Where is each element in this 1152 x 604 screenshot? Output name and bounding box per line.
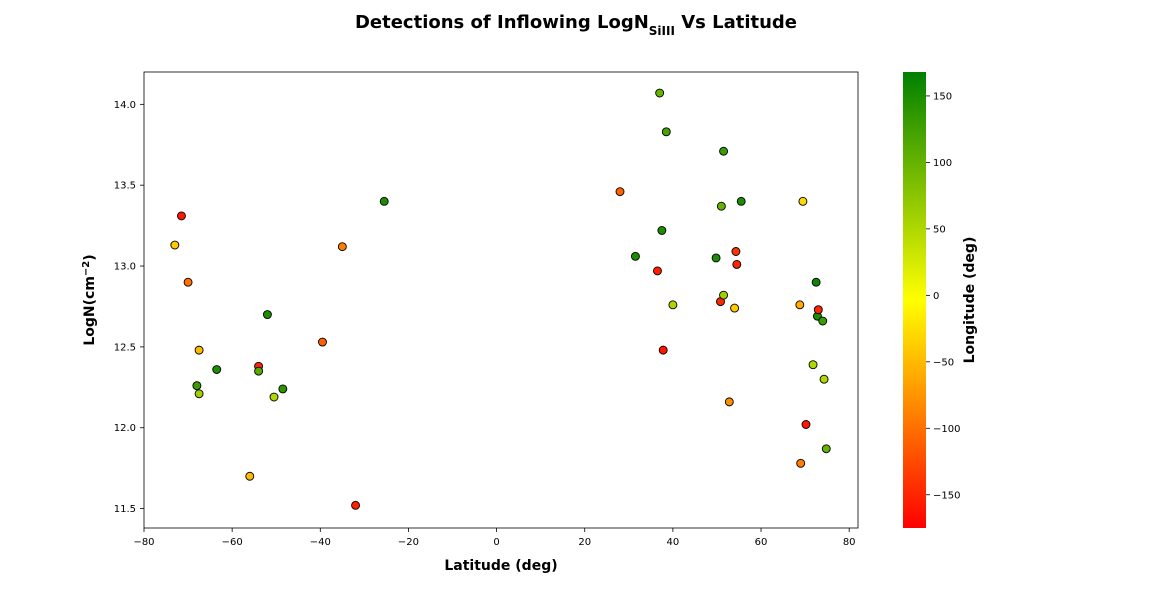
x-tick-label: −80	[133, 537, 154, 548]
data-point	[379, 196, 389, 206]
x-tick-label: 80	[843, 537, 856, 548]
data-point	[337, 242, 347, 252]
colorbar-title: Longitude (deg)	[962, 237, 978, 364]
data-point	[278, 384, 288, 394]
data-point	[819, 374, 829, 384]
colorbar-tick-label: −100	[933, 424, 960, 435]
colorbar-gradient	[903, 72, 926, 528]
data-points	[170, 88, 831, 510]
colorbar-tick-label: 50	[933, 224, 946, 235]
y-tick-label: 13.5	[114, 181, 136, 192]
data-point	[194, 389, 204, 399]
colorbar-ticks: −150 −100 −50 0 50 100 150	[926, 91, 960, 501]
x-tick-label: −40	[310, 537, 331, 548]
data-point	[658, 345, 668, 355]
data-point	[668, 300, 678, 310]
colorbar-tick-label: 100	[933, 158, 952, 169]
x-axis: −80 −60 −40 −20 0 20 40 60 80	[133, 528, 856, 548]
colorbar-tick-label: −150	[933, 490, 960, 501]
data-point	[724, 397, 734, 407]
data-point	[183, 277, 193, 287]
colorbar: −150 −100 −50 0 50 100 150	[903, 72, 960, 528]
data-point	[192, 381, 202, 391]
data-point	[796, 458, 806, 468]
plot-frame	[143, 71, 859, 529]
x-tick-label: −60	[222, 537, 243, 548]
data-point	[661, 127, 671, 137]
x-tick-label: 20	[578, 537, 591, 548]
data-point	[245, 471, 255, 481]
y-tick-label: 11.5	[114, 504, 136, 515]
data-point	[719, 290, 729, 300]
data-point	[716, 201, 726, 211]
y-tick-label: 12.5	[114, 342, 136, 353]
data-point	[813, 305, 823, 315]
x-axis-title: Latitude (deg)	[444, 558, 557, 574]
data-point	[808, 360, 818, 370]
y-tick-label: 12.0	[114, 423, 136, 434]
data-point	[821, 444, 831, 454]
data-point	[655, 88, 665, 98]
colorbar-tick-label: −50	[933, 357, 954, 368]
data-point	[318, 337, 327, 347]
data-point	[194, 345, 204, 355]
data-point	[795, 300, 805, 310]
x-tick-label: −20	[398, 537, 419, 548]
data-point	[811, 277, 821, 287]
data-point	[719, 146, 729, 156]
data-point	[730, 303, 740, 313]
data-point	[351, 500, 361, 510]
data-point	[818, 316, 828, 326]
data-point	[798, 196, 808, 206]
data-point	[170, 240, 180, 250]
data-point	[177, 211, 186, 221]
data-point	[731, 247, 741, 256]
data-point	[801, 420, 811, 429]
x-tick-label: 60	[755, 537, 768, 548]
data-point	[736, 196, 746, 206]
data-point	[615, 187, 625, 197]
data-point	[653, 266, 662, 276]
x-tick-label: 40	[667, 537, 680, 548]
y-tick-label: 13.0	[114, 262, 136, 273]
plot-area: −80 −60 −40 −20 0 20 40 60 80 11.5 12.0 12.5 13.0 13…	[114, 71, 859, 548]
data-point	[262, 310, 272, 320]
data-point	[269, 392, 279, 402]
colorbar-tick-label: 150	[933, 91, 952, 102]
data-point	[254, 366, 264, 376]
data-point	[711, 253, 721, 263]
x-tick-label: 0	[493, 537, 499, 548]
y-axis-title: LogN(cm−2)	[81, 254, 99, 345]
data-point	[657, 226, 667, 235]
chart-title: Detections of Inflowing LogNSiIII Vs Lat…	[355, 12, 797, 38]
data-point	[630, 251, 640, 261]
y-axis: 11.5 12.0 12.5 13.0 13.5 14.0	[114, 100, 144, 515]
colorbar-tick-label: 0	[933, 291, 939, 302]
data-point	[732, 259, 742, 269]
y-tick-label: 14.0	[114, 100, 136, 111]
data-point	[212, 365, 222, 374]
